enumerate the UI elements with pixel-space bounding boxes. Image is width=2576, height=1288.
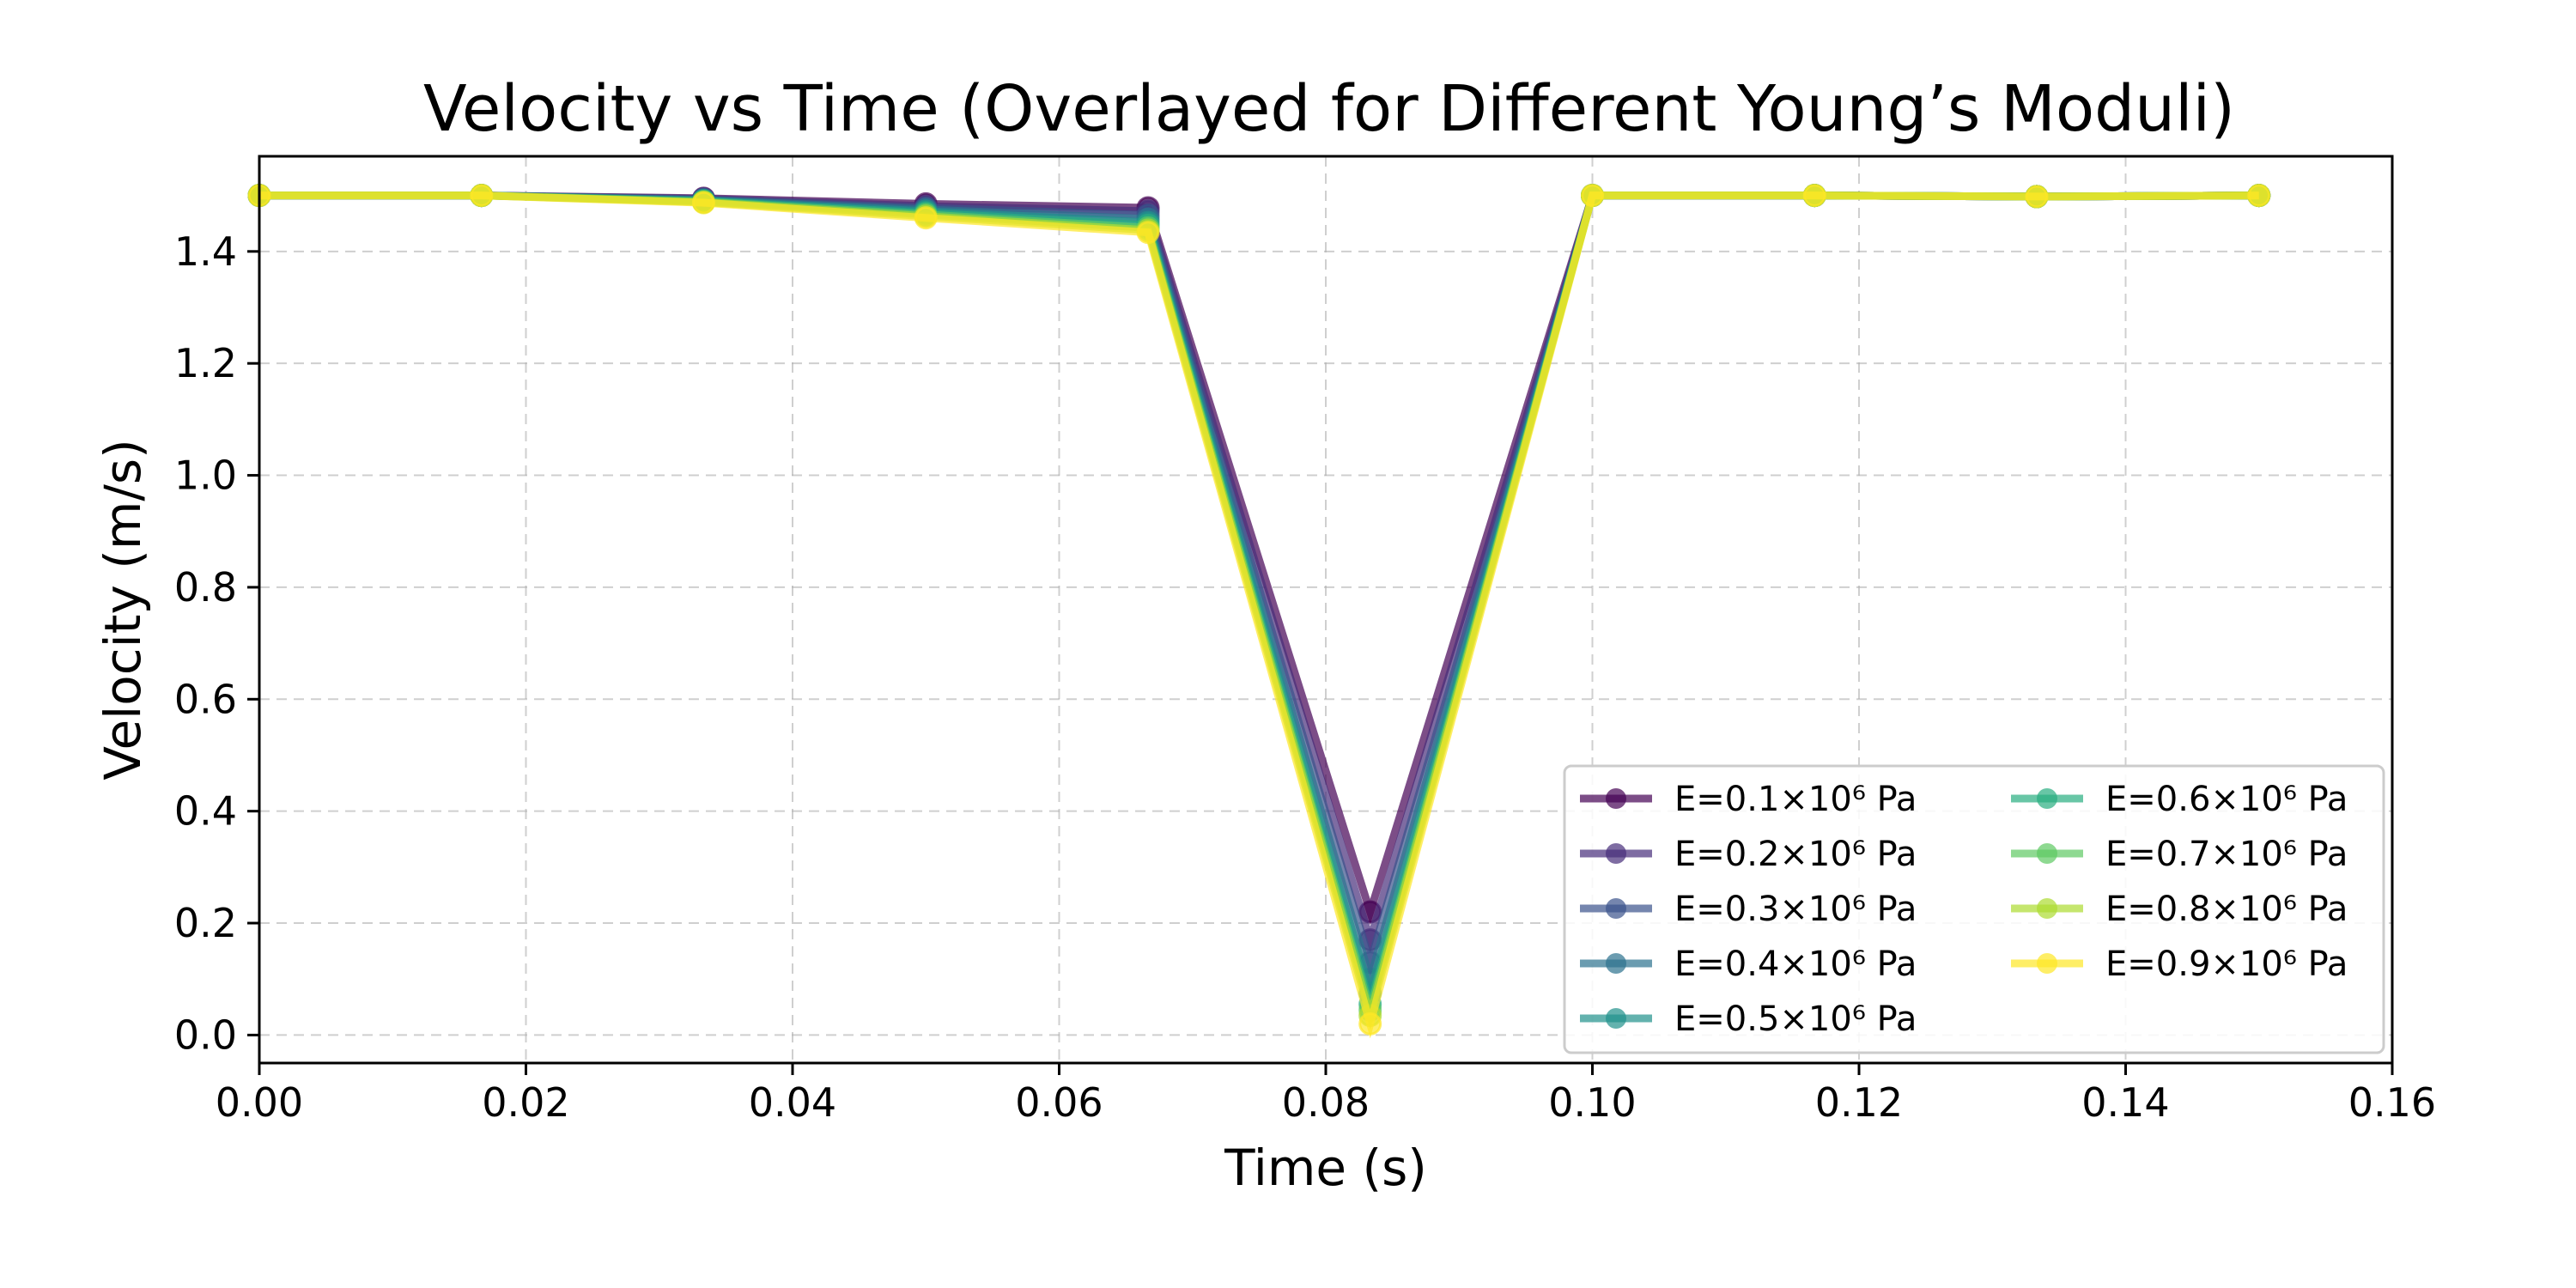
y-tick-label: 0.8 (174, 564, 237, 611)
y-axis-label: Velocity (m/s) (94, 439, 152, 780)
x-tick-label: 0.10 (1548, 1079, 1636, 1126)
x-tick-label: 0.06 (1015, 1079, 1103, 1126)
data-point (1802, 184, 1826, 208)
legend-label: E=0.3×10⁶ Pa (1674, 890, 1917, 929)
y-tick-label: 0.0 (174, 1012, 237, 1058)
series-9 (247, 184, 2271, 1039)
legend-label: E=0.6×10⁶ Pa (2105, 780, 2348, 819)
data-point (1358, 1012, 1382, 1036)
y-tick-label: 1.0 (174, 453, 237, 499)
legend-marker (1606, 1008, 1626, 1029)
data-point (691, 191, 715, 215)
legend-item: E=0.1×10⁶ Pa (1580, 780, 1917, 819)
series-layer (247, 184, 2271, 1039)
data-point (914, 206, 938, 230)
legend-item: E=0.3×10⁶ Pa (1580, 890, 1917, 929)
data-point (1581, 184, 1604, 208)
legend-marker (1606, 898, 1626, 919)
data-point (2247, 184, 2271, 208)
legend-marker (1606, 843, 1626, 864)
x-tick-label: 0.16 (2348, 1079, 2436, 1126)
legend-label: E=0.8×10⁶ Pa (2105, 890, 2348, 929)
data-point (470, 184, 494, 208)
x-tick-label: 0.12 (1815, 1079, 1903, 1126)
legend-marker (2037, 953, 2057, 974)
legend-item: E=0.8×10⁶ Pa (2011, 890, 2348, 929)
legend-item: E=0.2×10⁶ Pa (1580, 835, 1917, 874)
series-line (259, 191, 2259, 1039)
legend-label: E=0.5×10⁶ Pa (1674, 999, 1917, 1039)
x-tick-label: 0.04 (749, 1079, 836, 1126)
legend-marker (2037, 898, 2057, 919)
x-axis-label: Time (s) (1224, 1139, 1427, 1197)
y-tick-label: 0.4 (174, 788, 237, 835)
x-tick-label: 0.00 (216, 1079, 303, 1126)
x-tick-label: 0.02 (482, 1079, 569, 1126)
x-tick-label: 0.14 (2081, 1079, 2169, 1126)
chart-title: Velocity vs Time (Overlayed for Differen… (423, 72, 2235, 146)
legend-label: E=0.2×10⁶ Pa (1674, 835, 1917, 874)
legend-label: E=0.4×10⁶ Pa (1674, 945, 1917, 984)
data-point (2025, 185, 2049, 209)
legend-item: E=0.7×10⁶ Pa (2011, 835, 2348, 874)
legend-label: E=0.1×10⁶ Pa (1674, 780, 1917, 819)
y-tick-label: 0.6 (174, 676, 237, 722)
legend-marker (1606, 788, 1626, 809)
y-tick-label: 1.4 (174, 228, 237, 275)
legend-frame (1563, 764, 2385, 1054)
legend-marker (2037, 843, 2057, 864)
legend-item: E=0.6×10⁶ Pa (2011, 780, 2348, 819)
y-tick-label: 1.2 (174, 340, 237, 386)
x-tick-label: 0.08 (1282, 1079, 1370, 1126)
legend-item: E=0.4×10⁶ Pa (1580, 945, 1917, 984)
legend: E=0.1×10⁶ Pa E=0.2×10⁶ Pa E=0.3×10⁶ Pa E=0.… (1563, 764, 2385, 1054)
data-point (1136, 221, 1160, 245)
legend-marker (2037, 788, 2057, 809)
y-tick-label: 0.2 (174, 900, 237, 946)
legend-item: E=0.9×10⁶ Pa (2011, 945, 2348, 984)
legend-item: E=0.5×10⁶ Pa (1580, 999, 1917, 1039)
legend-label: E=0.7×10⁶ Pa (2105, 835, 2348, 874)
legend-marker (1606, 953, 1626, 974)
legend-label: E=0.9×10⁶ Pa (2105, 945, 2348, 984)
ticks-layer: 0.00 0.02 0.04 0.06 0.08 0.10 0.12 0.14 0.16 0.0 0… (174, 228, 2436, 1126)
